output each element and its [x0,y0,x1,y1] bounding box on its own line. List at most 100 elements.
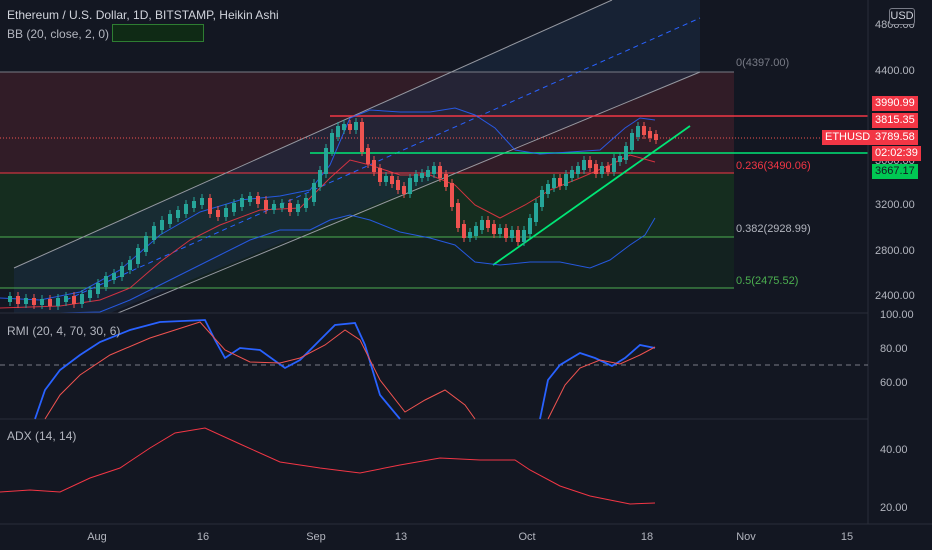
channel-fill [14,0,700,313]
bb-settings-box[interactable] [112,24,204,42]
time-tick-label: Nov [736,531,756,543]
candle-body [504,228,508,238]
candle-body [510,230,514,238]
candle-body [624,146,628,160]
candle-body [96,283,100,294]
candle-body [516,230,520,242]
price-tick-label: 2800.00 [875,245,915,257]
candle-body [444,174,448,187]
candle-body [330,133,334,152]
fib-label-236: 0.236(3490.06) [736,160,811,172]
candle-body [112,273,116,280]
candle-body [384,176,388,182]
candle-body [438,166,442,178]
fib-label-382: 0.382(2928.99) [736,223,811,235]
candle-body [120,266,124,277]
candle-body [264,200,268,210]
candle-body [144,236,148,252]
adx-tick-label: 40.00 [880,444,908,456]
candle-body [88,290,92,298]
candle-body [8,296,12,302]
rmi-signal-line-recent [547,346,656,420]
candle-body [24,298,28,304]
last-price-tag: 3789.58 [872,130,918,145]
candle-body [296,204,300,212]
candle-body [56,298,60,306]
bb-lower [59,214,656,314]
fib-label-0: 0(4397.00) [736,57,789,69]
candle-body [594,164,598,174]
candle-body [630,133,634,150]
rmi-line [34,319,401,420]
candle-body [318,170,322,187]
candle-body [304,198,308,208]
time-tick-label: 15 [841,531,853,543]
rmi-line-recent [539,344,656,420]
time-tick-label: 18 [641,531,653,543]
candle-body [390,176,394,184]
candle-body [216,210,220,217]
candle-body [570,170,574,178]
rmi-tick-label: 100.00 [880,309,914,321]
candle-body [456,203,460,228]
candle-body [176,210,180,218]
rmi-signal-line [44,321,476,420]
candle-body [232,203,236,212]
candle-body [372,160,376,172]
price-tick-label: 4400.00 [875,65,915,77]
candle-body [342,124,346,130]
candle-body [450,183,454,207]
rmi-indicator-label[interactable]: RMI (20, 4, 70, 30, 6) [7,324,121,338]
candle-body [184,204,188,214]
candle-body [72,296,76,304]
candle-body [606,166,610,172]
candle-body [336,126,340,137]
channel-median-line[interactable] [65,17,701,301]
candle-body [654,134,658,140]
candle-body [224,208,228,217]
candle-body [528,218,532,234]
candle-body [256,196,260,204]
candle-body [80,294,84,304]
candle-body [600,166,604,174]
candle-body [492,224,496,234]
candle-body [582,160,586,170]
candle-body [104,276,108,287]
candle-body [272,204,276,210]
candle-body [546,184,550,194]
candle-body [288,203,292,212]
candle-body [354,122,358,130]
rmi-tick-label: 60.00 [880,377,908,389]
countdown-tag: 02:02:39 [872,146,921,161]
adx-axis: 40.00 20.00 [880,444,908,514]
candle-body [462,224,466,238]
candle-body [558,178,562,186]
candle-body [312,183,316,202]
bb-upper [0,107,656,301]
adx-indicator-label[interactable]: ADX (14, 14) [7,429,77,443]
high-price-tag: 3815.35 [872,113,918,128]
adx-tick-label: 20.00 [880,502,908,514]
rmi-axis: 100.00 80.00 60.00 [880,309,914,389]
time-axis[interactable]: Aug 16 Sep 13 Oct 18 Nov 15 [87,531,853,543]
candle-body [480,220,484,230]
candle-body [468,232,472,238]
price-tick-label: 2400.00 [875,290,915,302]
time-tick-label: 16 [197,531,209,543]
candle-body [432,166,436,174]
candle-body [522,230,526,242]
candle-body [360,122,364,152]
candle-body [16,296,20,304]
channel-upper-line[interactable] [13,0,613,269]
candles[interactable] [8,118,658,310]
bb-indicator-label[interactable]: BB (20, close, 2, 0) [7,27,110,41]
candle-body [534,203,538,222]
currency-badge[interactable]: USD [889,8,915,25]
symbol-tag: ETHUSD [822,130,874,145]
fib-label-5: 0.5(2475.52) [736,275,798,287]
candle-body [192,201,196,208]
candle-body [414,174,418,182]
candle-body [576,166,580,174]
candle-body [498,228,502,234]
